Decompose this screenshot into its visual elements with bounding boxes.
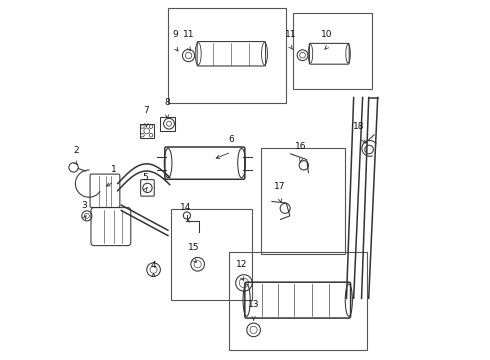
Bar [140,124,154,138]
Text: 3: 3 [81,202,87,211]
Text: 9: 9 [172,31,178,40]
Text: 16: 16 [295,142,307,151]
Text: 15: 15 [188,243,200,252]
Text: 8: 8 [164,98,170,107]
Text: 17: 17 [274,182,286,191]
Text: 13: 13 [248,300,259,309]
Bar [229,252,367,350]
Bar [160,117,175,131]
Text: 7: 7 [144,107,149,116]
Text: 12: 12 [236,260,247,269]
Bar [294,13,372,89]
Bar [261,148,345,253]
Bar [168,8,286,103]
Text: 11: 11 [285,31,296,40]
Text: 18: 18 [353,122,365,131]
Text: 5: 5 [143,173,148,182]
Text: 6: 6 [228,135,234,144]
Text: 2: 2 [73,146,78,155]
Text: 4: 4 [151,261,156,270]
Text: 10: 10 [321,31,333,40]
Bar [172,209,252,300]
Text: 1: 1 [111,165,117,174]
Text: 11: 11 [183,31,194,40]
Text: 14: 14 [180,203,192,212]
